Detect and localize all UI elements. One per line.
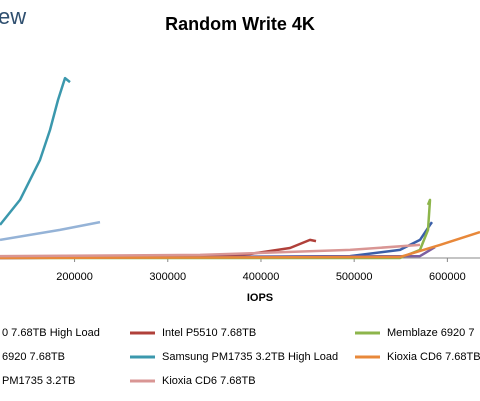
legend-label: PM1735 3.2TB [2,375,75,387]
logo-fragment: ew [0,4,26,29]
legend-label: Memblaze 6920 7 [387,327,474,339]
series-line [0,243,421,258]
x-tick-label: 200000 [56,271,93,283]
x-axis-label: IOPS [247,292,273,304]
legend-label: Kioxia CD6 7.68TB [162,375,256,387]
legend-label: Samsung PM1735 3.2TB High Load [162,351,338,363]
legend-label: 6920 7.68TB [2,351,65,363]
legend-label: Kioxia CD6 7.68TB [387,351,480,363]
chart-title: Random Write 4K [165,14,315,34]
x-tick-label: 300000 [149,271,186,283]
legend-label: 0 7.68TB High Load [2,327,100,339]
legend-label: Intel P5510 7.68TB [162,327,256,339]
x-tick-label: 400000 [243,271,280,283]
series-line [0,230,480,260]
x-tick-label: 500000 [336,271,373,283]
series-line [0,220,101,242]
x-tick-label: 600000 [429,271,466,283]
series-line [0,76,71,226]
series-line [0,221,434,260]
